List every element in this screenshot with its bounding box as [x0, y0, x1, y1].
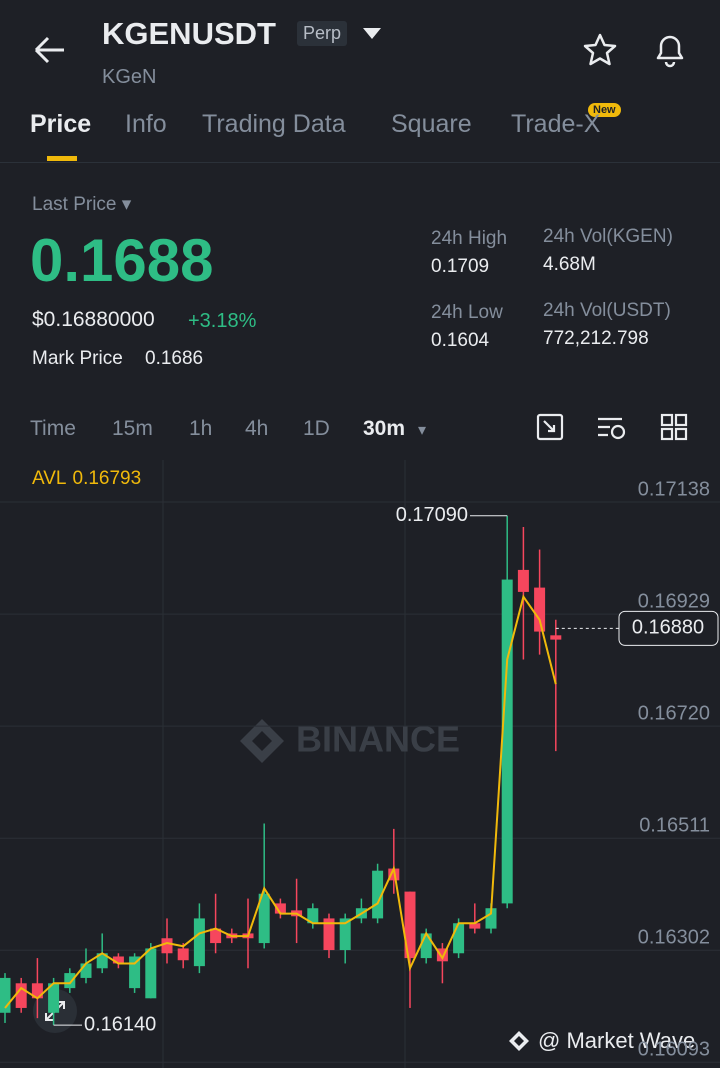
- candle-body: [96, 953, 108, 969]
- symbol[interactable]: KGENUSDT: [102, 16, 276, 51]
- mark-price-label: Mark Price: [32, 348, 123, 369]
- credit: @ Market Wave: [538, 1028, 695, 1053]
- watermark: BINANCE: [296, 719, 460, 760]
- stat-value: 772,212.798: [543, 328, 649, 349]
- candle-body: [193, 918, 205, 967]
- avl-value: 0.16793: [73, 468, 142, 489]
- timeframe[interactable]: Time: [30, 417, 76, 440]
- badge: Perp: [297, 21, 348, 46]
- candle-body: [15, 983, 27, 1008]
- tab[interactable]: Price: [30, 110, 92, 138]
- candle-body: [534, 587, 546, 632]
- candle-body: [0, 977, 11, 1013]
- candle-body: [258, 893, 270, 944]
- stat-value: 0.1709: [431, 256, 490, 277]
- candle-body: [323, 918, 335, 951]
- candle-body: [453, 923, 465, 954]
- timeframe-caret[interactable]: ▾: [418, 422, 427, 439]
- candle-body: [274, 903, 286, 914]
- alerts[interactable]: [652, 31, 688, 69]
- timeframe[interactable]: 4h: [245, 417, 269, 440]
- y-tick-label: 0.16929: [638, 590, 710, 612]
- timeframe[interactable]: 15m: [112, 417, 153, 440]
- candle-body: [404, 891, 416, 959]
- candle-body: [485, 908, 497, 929]
- tab-indicator: [47, 156, 77, 161]
- candle-body: [501, 579, 513, 904]
- stat-label: 24h Low: [431, 302, 503, 323]
- last-price-box: [618, 610, 719, 646]
- usd-price: $0.16880000: [32, 308, 155, 331]
- timeframe[interactable]: 30m: [363, 417, 406, 440]
- candle-body: [80, 963, 92, 978]
- mark-price: 0.1686: [145, 348, 204, 369]
- candle-body: [112, 956, 124, 964]
- credit-logo: [509, 1031, 529, 1051]
- favorite[interactable]: [582, 32, 618, 68]
- candle-body: [420, 933, 432, 959]
- asset-name: KGeN: [102, 66, 157, 88]
- candle-body: [210, 928, 222, 944]
- change: +3.18%: [188, 310, 257, 332]
- chart-tools[interactable]: [536, 413, 696, 445]
- stat-label: 24h Vol(USDT): [543, 300, 671, 321]
- label: Last Price: [32, 194, 117, 215]
- y-tick-label: 0.17138: [638, 478, 710, 500]
- y-tick-label: 0.16302: [638, 927, 710, 949]
- stat-value: 4.68M: [543, 254, 596, 275]
- last-price-label: 0.16880: [632, 617, 704, 639]
- stat-value: 0.1604: [431, 330, 490, 351]
- candle-body: [177, 948, 189, 961]
- candle-body: [48, 983, 60, 1013]
- tab[interactable]: Trading Data: [202, 110, 346, 138]
- candle-body: [161, 938, 173, 954]
- candle-body: [64, 973, 76, 989]
- tab[interactable]: Info: [125, 110, 167, 138]
- y-tick-label: 0.16720: [638, 702, 710, 724]
- tab[interactable]: Square: [391, 110, 472, 138]
- candle-body: [129, 956, 141, 989]
- last-price: 0.1688: [30, 227, 214, 294]
- back-button[interactable]: [32, 34, 68, 66]
- candle-body: [307, 908, 319, 924]
- y-tick-label: 0.16093: [638, 1039, 710, 1061]
- candle-body: [31, 983, 43, 999]
- tab[interactable]: Trade-X: [511, 110, 601, 138]
- timeframe[interactable]: 1h: [189, 417, 213, 440]
- divider: [0, 162, 720, 163]
- timeframe[interactable]: 1D: [303, 417, 330, 440]
- high-marker-label: 0.17090: [396, 504, 468, 526]
- candle-body: [339, 918, 351, 951]
- candle-body: [550, 635, 562, 640]
- chart: BINANCE @ Market Wave 0.17138 0.16929 0.16…: [0, 460, 720, 1068]
- candle-body: [436, 948, 448, 962]
- low-marker-label: 0.16140: [84, 1013, 156, 1035]
- watermark-logo: [240, 719, 284, 763]
- avl-label: AVL: [32, 468, 67, 489]
- dropdown[interactable]: [362, 27, 382, 41]
- candle-body: [517, 569, 529, 592]
- candle-body: [372, 870, 384, 919]
- last-price-label[interactable]: Last Price ▾: [32, 194, 132, 215]
- stat-label: 24h Vol(KGEN): [543, 226, 673, 247]
- candle-body: [145, 948, 157, 999]
- stat-label: 24h High: [431, 228, 508, 249]
- candle-body: [469, 923, 481, 929]
- avl-legend: AVL 0.16793: [32, 468, 141, 489]
- new-badge: New: [588, 103, 621, 117]
- avl-line: [4, 594, 557, 1009]
- y-tick-label: 0.16511: [639, 814, 710, 836]
